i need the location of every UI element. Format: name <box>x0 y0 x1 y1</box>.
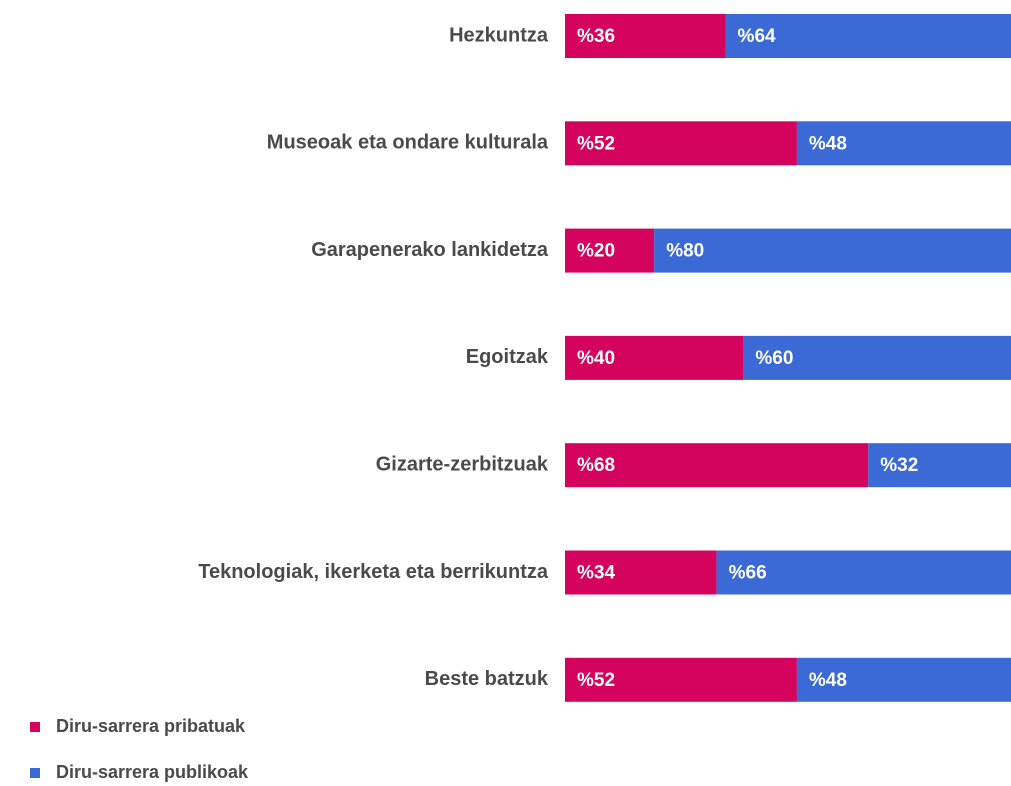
value-label: %48 <box>809 670 847 691</box>
value-label: %64 <box>738 26 776 47</box>
bar-segment <box>725 14 1011 58</box>
bar-segment <box>565 14 726 58</box>
bar-segment <box>868 443 1011 488</box>
legend-label: Diru-sarrera publikoak <box>56 762 249 782</box>
legend-swatch <box>30 722 40 732</box>
value-label: %52 <box>577 133 615 154</box>
bar-segment <box>565 335 744 380</box>
value-label: %32 <box>880 455 918 476</box>
value-label: %68 <box>577 455 615 476</box>
bar-segment <box>565 121 797 166</box>
value-label: %36 <box>577 26 615 47</box>
value-label: %48 <box>809 133 847 154</box>
category-label: Beste batzuk <box>425 668 549 690</box>
value-label: %34 <box>577 563 615 584</box>
bar-segment <box>716 550 1011 595</box>
bar-segment <box>654 228 1011 273</box>
category-label: Gizarte-zerbitzuak <box>376 453 549 475</box>
category-label: Garapenerako lankidetza <box>311 239 549 261</box>
legend-swatch <box>30 768 40 778</box>
value-label: %52 <box>577 670 615 691</box>
value-label: %60 <box>755 348 793 369</box>
bar-segment <box>565 443 869 488</box>
category-label: Museoak eta ondare kulturala <box>267 132 549 154</box>
bar-segment <box>565 657 797 702</box>
bar-segment <box>796 121 1011 166</box>
category-label: Egoitzak <box>466 346 549 368</box>
value-label: %66 <box>729 563 767 584</box>
value-label: %80 <box>666 241 704 262</box>
bar-segment <box>565 228 655 273</box>
bar-segment <box>743 335 1011 380</box>
value-label: %40 <box>577 348 615 369</box>
legend-label: Diru-sarrera pribatuak <box>56 716 246 736</box>
bar-segment <box>796 657 1011 702</box>
category-label: Hezkuntza <box>449 24 549 46</box>
category-label: Teknologiak, ikerketa eta berrikuntza <box>198 561 549 583</box>
bar-segment <box>565 550 717 595</box>
value-label: %20 <box>577 241 615 262</box>
